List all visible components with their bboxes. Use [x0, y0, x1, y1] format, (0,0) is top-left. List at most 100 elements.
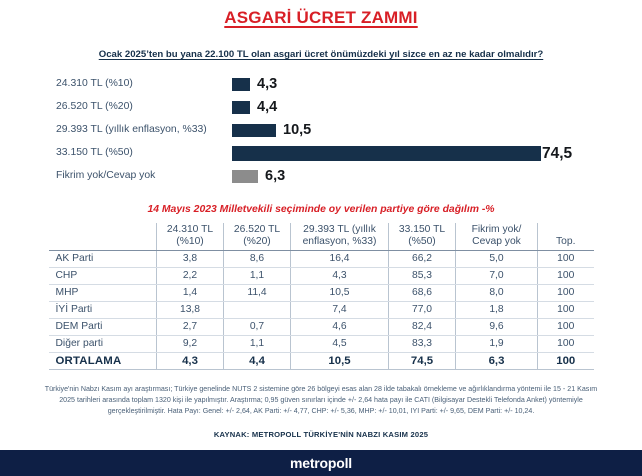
cell-total: 100 — [537, 352, 594, 370]
cell-opt3: 7,4 — [290, 301, 389, 319]
cell-opt2: 1,1 — [223, 267, 291, 285]
bar-fill — [232, 124, 276, 137]
header-line-1: 29.393 TL (yıllık — [303, 224, 376, 235]
bar-value: 10,5 — [283, 122, 312, 139]
header-line-1: 24.310 TL — [166, 224, 214, 235]
bar-value: 74,5 — [542, 144, 573, 162]
footer-bar: metropoll — [0, 450, 642, 476]
table-row: DEM Parti 2,7 0,7 4,6 82,4 9,6 100 — [48, 318, 594, 336]
table-row: CHP 2,2 1,1 4,3 85,3 7,0 100 — [48, 267, 594, 285]
cell-party: DEM Parti — [48, 318, 157, 336]
table-header-row: 24.310 TL (%10) 26.520 TL (%20) 29.393 T… — [48, 223, 594, 251]
bar-row: 24.310 TL (%10) 4,3 — [56, 73, 632, 96]
bar-track: 10,5 — [232, 123, 632, 138]
page-title: ASGARİ ÜCRET ZAMMI — [224, 8, 418, 27]
bar-row: 33.150 TL (%50) 74,5 — [56, 142, 632, 165]
cell-opt1: 2,7 — [156, 318, 224, 336]
header-line-1: 26.520 TL — [233, 224, 281, 235]
bar-value: 6,3 — [265, 168, 286, 185]
cell-opt1: 2,2 — [156, 267, 224, 285]
cell-opt4: 85,3 — [388, 267, 456, 285]
cell-opt2: 8,6 — [223, 250, 291, 268]
cell-party: Diğer parti — [48, 335, 157, 353]
column-header-total: Top. — [537, 223, 594, 251]
bar-label: 29.393 TL (yıllık enflasyon, %33) — [56, 124, 207, 136]
header-line-2: (%10) — [176, 235, 204, 247]
bar-value: 4,3 — [257, 76, 278, 93]
header-line-2: (%20) — [243, 235, 271, 247]
cell-opt1: 9,2 — [156, 335, 224, 353]
column-header-dontknow: Fikrim yok/ Cevap yok — [455, 223, 538, 251]
table-row: MHP 1,4 11,4 10,5 68,6 8,0 100 — [48, 284, 594, 302]
bar-fill — [232, 101, 250, 114]
column-header-opt4: 33.150 TL (%50) — [388, 223, 456, 251]
cell-total: 100 — [537, 301, 594, 319]
cell-opt1: 13,8 — [156, 301, 224, 319]
source-line: KAYNAK: METROPOLL TÜRKİYE'NİN NABZI KASI… — [213, 429, 429, 439]
bar-label: 24.310 TL (%10) — [56, 78, 133, 90]
cell-total: 100 — [537, 267, 594, 285]
cell-opt2: 1,1 — [223, 335, 291, 353]
cell-opt4: 77,0 — [388, 301, 456, 319]
header-line-2: enflasyon, %33) — [302, 235, 377, 247]
bar-track: 4,3 — [232, 77, 632, 92]
cell-party: MHP — [48, 284, 157, 302]
survey-question: Ocak 2025’ten bu yana 22.100 TL olan asg… — [98, 49, 544, 60]
cell-total: 100 — [537, 335, 594, 353]
bar-fill — [232, 170, 258, 183]
bar-value: 4,4 — [257, 99, 278, 116]
infographic-root: ASGARİ ÜCRET ZAMMI Ocak 2025’ten bu yana… — [0, 8, 642, 476]
cell-party: ORTALAMA — [48, 352, 157, 370]
cell-opt3: 16,4 — [290, 250, 389, 268]
table-row-average: ORTALAMA 4,3 4,4 10,5 74,5 6,3 100 — [48, 352, 594, 370]
cell-opt4: 66,2 — [388, 250, 456, 268]
cell-opt2: 0,7 — [223, 318, 291, 336]
column-header-party — [48, 223, 157, 251]
cell-opt1: 4,3 — [156, 352, 224, 370]
header-line-2: Cevap yok — [472, 235, 521, 247]
bar-label: 26.520 TL (%20) — [56, 101, 133, 113]
bar-label: 33.150 TL (%50) — [56, 147, 133, 159]
table-row: AK Parti 3,8 8,6 16,4 66,2 5,0 100 — [48, 250, 594, 268]
cell-dontknow: 1,9 — [455, 335, 538, 353]
cell-dontknow: 5,0 — [455, 250, 538, 268]
cell-opt3: 4,6 — [290, 318, 389, 336]
cell-opt4: 68,6 — [388, 284, 456, 302]
cell-dontknow: 1,8 — [455, 301, 538, 319]
cell-opt3: 4,5 — [290, 335, 389, 353]
header-line-2: Top. — [556, 235, 576, 247]
cell-dontknow: 6,3 — [455, 352, 538, 370]
cell-party: CHP — [48, 267, 157, 285]
cell-opt1: 3,8 — [156, 250, 224, 268]
cell-party: AK Parti — [48, 250, 157, 268]
breakdown-table: 24.310 TL (%10) 26.520 TL (%20) 29.393 T… — [48, 223, 594, 370]
cell-opt2: 11,4 — [223, 284, 291, 302]
column-header-opt3: 29.393 TL (yıllık enflasyon, %33) — [290, 223, 389, 251]
cell-opt4: 83,3 — [388, 335, 456, 353]
bar-row: 26.520 TL (%20) 4,4 — [56, 96, 632, 119]
cell-opt4: 74,5 — [388, 352, 456, 370]
cell-dontknow: 9,6 — [455, 318, 538, 336]
cell-opt3: 4,3 — [290, 267, 389, 285]
table-row: Diğer parti 9,2 1,1 4,5 83,3 1,9 100 — [48, 335, 594, 353]
column-header-opt2: 26.520 TL (%20) — [223, 223, 291, 251]
cell-total: 100 — [537, 250, 594, 268]
table-title: 14 Mayıs 2023 Milletvekili seçiminde oy … — [147, 204, 495, 215]
bar-track: 4,4 — [232, 100, 632, 115]
cell-opt2: 4,4 — [223, 352, 291, 370]
bar-fill — [232, 78, 250, 91]
bar-row: 29.393 TL (yıllık enflasyon, %33) 10,5 — [56, 119, 632, 142]
cell-total: 100 — [537, 318, 594, 336]
cell-opt2 — [223, 301, 291, 319]
bar-track: 74,5 — [232, 146, 632, 162]
header-line-2: (%50) — [408, 235, 436, 247]
bar-track: 6,3 — [232, 169, 632, 184]
bar-row: Fikrim yok/Cevap yok 6,3 — [56, 165, 632, 188]
cell-dontknow: 7,0 — [455, 267, 538, 285]
cell-opt4: 82,4 — [388, 318, 456, 336]
header-line-1: Fikrim yok/ — [471, 224, 522, 235]
cell-dontknow: 8,0 — [455, 284, 538, 302]
header-line-1: 33.150 TL — [398, 224, 446, 235]
methodology-footnote: Türkiye'nin Nabzı Kasım ayı araştırması;… — [44, 384, 598, 415]
table-row: İYİ Parti 13,8 7,4 77,0 1,8 100 — [48, 301, 594, 319]
